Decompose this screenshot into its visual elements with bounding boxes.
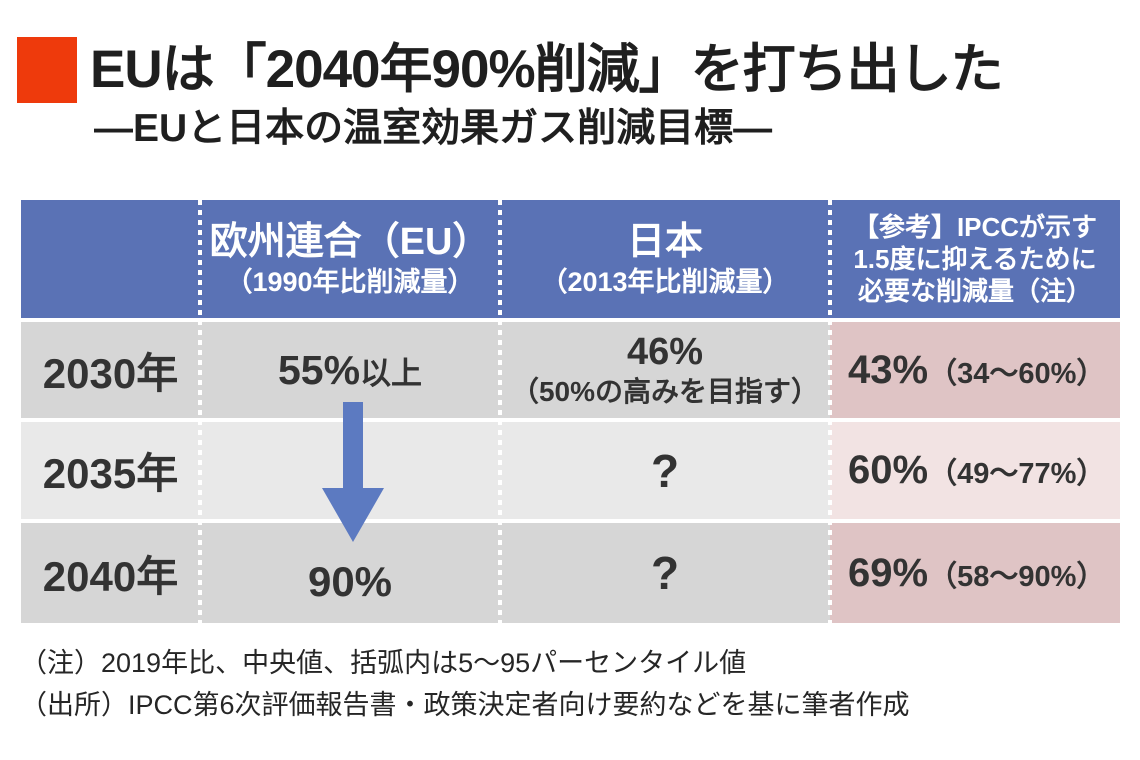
row-2035-year-cell: 2035年 <box>21 422 200 519</box>
ipcc-2035-value: 60% <box>848 448 929 492</box>
year-label: 2030年 <box>42 349 179 397</box>
ipcc-2030-range: （34～60%） <box>928 357 1106 390</box>
ipcc-column-title-line3: 必要な削減量（注） <box>857 276 1092 306</box>
row-2040-ipcc-cell: 69% （58～90%） <box>830 523 1120 623</box>
header-cell-year <box>21 200 200 318</box>
year-label: 2040年 <box>42 552 179 600</box>
eu-2030-suffix: 以上 <box>360 355 423 391</box>
row-2030-ipcc-cell: 43% （34～60%） <box>830 322 1120 418</box>
japan-2030-value: 46% <box>626 331 704 373</box>
eu-2040-value: 90% <box>307 558 393 605</box>
ipcc-2035-range: （49～77%） <box>928 458 1106 490</box>
footnote-definition: （注）2019年比、中央値、括弧内は5～95パーセンタイル値 <box>20 648 747 678</box>
targets-table: 欧州連合（EU） （1990年比削減量） 日本 （2013年比削減量） 【参考】… <box>21 200 1120 623</box>
japan-column-subtitle: （2013年比削減量） <box>540 267 790 297</box>
row-2040-year-cell: 2040年 <box>21 523 200 623</box>
header-cell-eu: 欧州連合（EU） （1990年比削減量） <box>200 200 500 318</box>
row-2040-eu-cell: 90% <box>200 523 500 623</box>
page-title: EUは「2040年90%削減」を打ち出した <box>90 40 1004 99</box>
japan-2030-note: （50%の高みを目指す） <box>510 376 820 407</box>
row-2035-japan-cell: ? <box>500 422 830 519</box>
eu-2030-value: 55% <box>277 346 361 393</box>
year-label: 2035年 <box>42 450 179 497</box>
row-2035-ipcc-cell: 60% （49～77%） <box>830 422 1120 519</box>
japan-column-title: 日本 <box>626 221 703 263</box>
header-cell-japan: 日本 （2013年比削減量） <box>500 200 830 318</box>
row-2030-eu-cell: 55% 以上 <box>200 322 500 418</box>
ipcc-column-title-line1: 【参考】IPCCが示す <box>852 212 1098 242</box>
row-2040-japan-cell: ? <box>500 523 830 623</box>
ipcc-2030-value: 43% <box>848 347 929 392</box>
ipcc-column-title-line2: 1.5度に抑えるために <box>853 244 1097 274</box>
ipcc-2040-value: 69% <box>848 550 929 595</box>
ipcc-2040-range: （58～90%） <box>928 560 1106 593</box>
japan-2035-value: ? <box>650 444 680 497</box>
title-bullet <box>17 37 77 103</box>
page-subtitle: ―EUと日本の温室効果ガス削減目標― <box>94 107 773 150</box>
row-2030-year-cell: 2030年 <box>21 322 200 418</box>
footnote-source: （出所）IPCC第6次評価報告書・政策決定者向け要約などを基に筆者作成 <box>20 690 910 720</box>
row-2035-eu-cell <box>200 422 500 519</box>
japan-2040-value: ? <box>650 547 680 599</box>
eu-column-title: 欧州連合（EU） <box>209 221 491 263</box>
header-cell-ipcc: 【参考】IPCCが示す 1.5度に抑えるために 必要な削減量（注） <box>830 200 1120 318</box>
row-2030-japan-cell: 46% （50%の高みを目指す） <box>500 322 830 418</box>
eu-column-subtitle: （1990年比削減量） <box>225 267 475 297</box>
